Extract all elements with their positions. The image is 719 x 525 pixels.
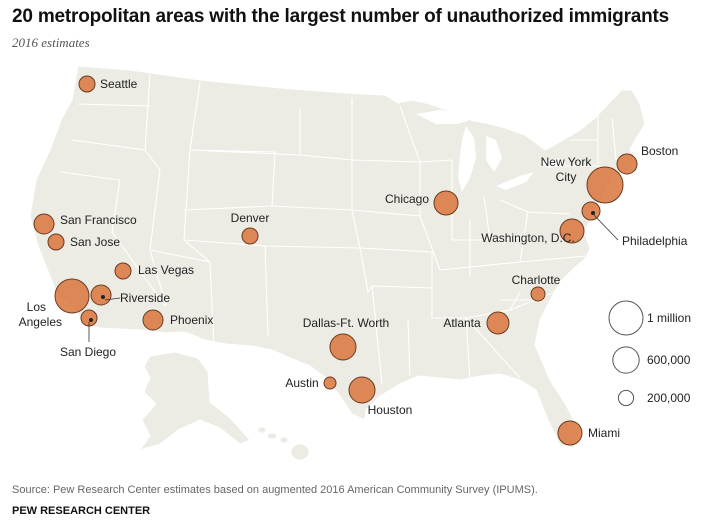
metro-label-riverside: Riverside [120, 291, 170, 305]
legend-label-0: 1 million [647, 311, 691, 325]
city-dot-riverside [101, 295, 105, 299]
state-borders [59, 73, 617, 385]
metro-label-washington: Washington, D.C. [481, 231, 575, 245]
metro-label-philadelphia: Philadelphia [622, 234, 688, 248]
bubble-san-jose [47, 233, 65, 251]
metro-label-dallas: Dallas-Ft. Worth [303, 316, 389, 330]
bubble-philadelphia [581, 201, 601, 221]
bubble-washington [559, 218, 585, 244]
bubble-denver [241, 227, 259, 245]
city-dot-philadelphia [591, 211, 595, 215]
metro-label-los-angeles: Los Angeles [19, 300, 62, 329]
metro-label-chicago: Chicago [385, 192, 429, 206]
metro-label-san-diego: San Diego [60, 345, 116, 359]
bubble-charlotte [530, 286, 546, 302]
lake-erie [496, 172, 534, 190]
metro-label-san-francisco: San Francisco [60, 213, 137, 227]
leader-line-philadelphia [592, 213, 619, 241]
map-subtitle: 2016 estimates [12, 35, 90, 50]
legend-circle-0 [608, 300, 644, 336]
map-title: 20 metropolitan areas with the largest n… [12, 6, 670, 27]
alaska-shape [138, 351, 251, 451]
source-note: Source: Pew Research Center estimates ba… [12, 484, 538, 496]
organization-credit: PEW RESEARCH CENTER [12, 505, 151, 517]
hawaii-shape [257, 426, 310, 461]
metro-label-charlotte: Charlotte [512, 273, 561, 287]
metro-label-austin: Austin [285, 376, 318, 390]
legend-label-2: 200,000 [647, 391, 691, 405]
legend-circle-2 [617, 389, 635, 407]
lake-michigan [458, 126, 476, 192]
bubble-dallas [329, 333, 357, 361]
metro-label-new-york: New York City [541, 155, 593, 184]
bubble-boston [616, 153, 638, 175]
lake-superior [416, 110, 476, 124]
bubble-las-vegas [114, 262, 132, 280]
legend-circle-1 [612, 346, 640, 374]
metro-label-boston: Boston [641, 144, 678, 158]
metro-label-atlanta: Atlanta [443, 316, 481, 330]
metro-label-seattle: Seattle [100, 77, 138, 91]
bubble-san-francisco [33, 213, 55, 235]
city-dot-san-diego [89, 318, 93, 322]
leader-line-riverside [104, 297, 121, 301]
us-mainland-shape [29, 65, 646, 449]
bubble-houston [348, 376, 376, 404]
metro-label-phoenix: Phoenix [170, 313, 213, 327]
legend-label-1: 600,000 [647, 353, 691, 367]
lake-huron [486, 136, 502, 172]
bubble-riverside [90, 284, 112, 306]
bubble-atlanta [486, 311, 510, 335]
metro-label-miami: Miami [588, 426, 620, 440]
metro-label-houston: Houston [368, 403, 413, 417]
metro-label-las-vegas: Las Vegas [138, 263, 194, 277]
bubble-miami [557, 420, 583, 446]
bubble-austin [323, 376, 337, 390]
bubble-chicago [433, 190, 459, 216]
metro-label-denver: Denver [231, 211, 270, 225]
metro-label-san-jose: San Jose [70, 235, 120, 249]
bubble-new-york [586, 166, 624, 204]
bubble-seattle [78, 75, 96, 93]
bubble-los-angeles [54, 278, 90, 314]
bubble-phoenix [142, 309, 164, 331]
